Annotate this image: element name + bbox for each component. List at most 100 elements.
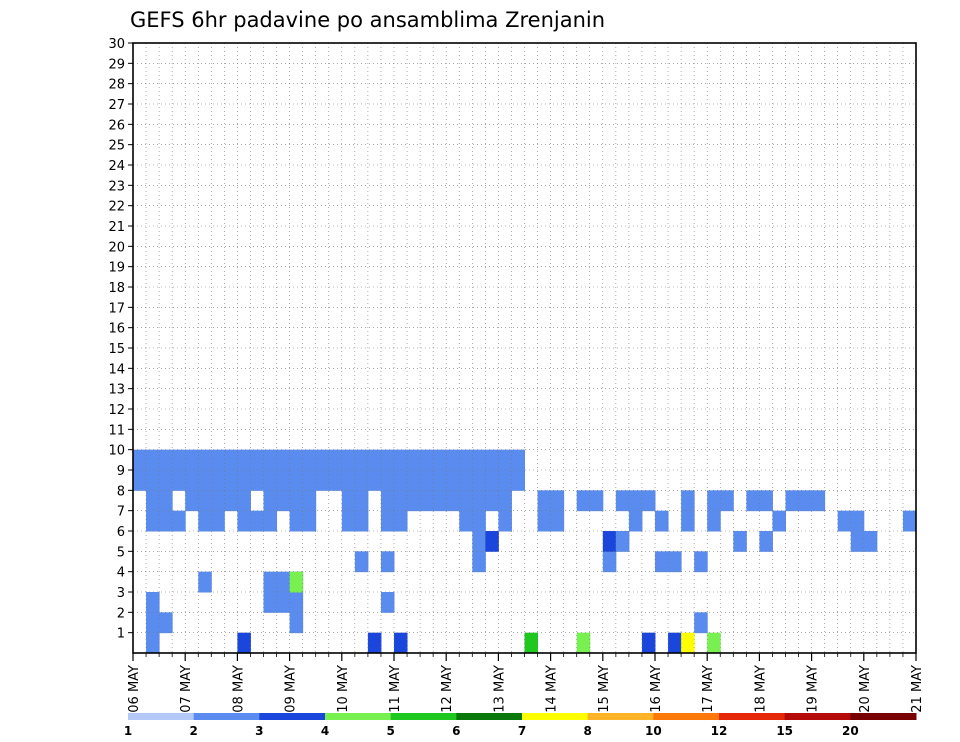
heatmap-cell <box>550 510 565 532</box>
heatmap-cell <box>341 470 356 491</box>
heatmap-cell <box>681 632 695 654</box>
heatmap-cell <box>720 490 734 512</box>
heatmap-cell <box>759 531 773 552</box>
y-tick-label: 20 <box>108 240 125 255</box>
heatmap-cell <box>589 490 604 512</box>
x-tick-label: 16 MAY <box>649 665 664 713</box>
heatmap-cell <box>472 510 486 532</box>
heatmap-cell <box>380 551 395 573</box>
heatmap-cell <box>159 510 173 532</box>
heatmap-cell <box>394 470 408 491</box>
grid-lines <box>133 43 916 653</box>
heatmap-cell <box>537 490 552 512</box>
heatmap-cell <box>198 490 212 512</box>
heatmap-cell <box>302 510 317 532</box>
legend-swatch <box>193 713 260 720</box>
legend-swatch <box>522 713 589 720</box>
heatmap-cell <box>263 571 278 593</box>
heatmap-cell <box>354 470 369 491</box>
heatmap-cell <box>237 470 251 491</box>
heatmap-cell <box>694 551 708 573</box>
heatmap-cell <box>328 449 343 471</box>
heatmap-cell <box>172 470 186 491</box>
legend-label: 4 <box>321 724 329 738</box>
legend-label: 1 <box>124 724 132 738</box>
heatmap-cell <box>237 510 251 532</box>
heatmap-cell <box>237 490 251 512</box>
heatmap-cell <box>198 470 212 491</box>
y-tick-label: 1 <box>117 627 125 642</box>
y-tick-label: 16 <box>108 322 125 337</box>
heatmap-cell <box>485 490 499 512</box>
x-tick-label: 11 MAY <box>388 665 403 713</box>
y-tick-label: 13 <box>108 383 125 398</box>
heatmap-cell <box>367 470 382 491</box>
heatmap-cell <box>146 490 160 512</box>
heatmap-cell <box>850 510 865 532</box>
heatmap-cell <box>198 449 212 471</box>
heatmap-cell <box>276 592 291 613</box>
x-tick-label: 06 MAY <box>127 665 142 713</box>
heatmap-cell <box>681 510 695 532</box>
heatmap-cell <box>394 490 408 512</box>
heatmap-cell <box>602 531 617 552</box>
heatmap-cell <box>511 449 525 471</box>
y-tick-label: 7 <box>117 505 125 520</box>
legend-swatch <box>587 713 654 720</box>
heatmap-cell <box>420 470 434 491</box>
heatmap-cell <box>354 490 369 512</box>
heatmap-cell <box>407 490 421 512</box>
heatmap-cell <box>302 470 317 491</box>
legend-label: 10 <box>645 724 662 738</box>
heatmap-cell <box>394 449 408 471</box>
heatmap-cell <box>759 490 773 512</box>
heatmap-cell <box>407 470 421 491</box>
heatmap-cell <box>185 449 199 471</box>
heatmap-cell <box>498 490 512 512</box>
legend-swatch <box>850 713 917 720</box>
y-axis: 1234567891011121314151617181920212223242… <box>108 37 133 642</box>
heatmap-cell <box>328 470 343 491</box>
legend-swatch <box>456 713 523 720</box>
y-tick-label: 12 <box>108 403 125 418</box>
heatmap-cell <box>446 470 460 491</box>
heatmap-cell <box>446 449 460 471</box>
y-tick-label: 18 <box>108 281 125 296</box>
heatmap-cell <box>433 470 447 491</box>
heatmap-cell <box>133 470 147 491</box>
legend-swatch <box>325 713 392 720</box>
legend-label: 5 <box>386 724 394 738</box>
heatmap-cell <box>772 510 786 532</box>
y-tick-label: 22 <box>108 200 125 215</box>
y-tick-label: 4 <box>117 566 125 581</box>
legend-label: 15 <box>776 724 793 738</box>
x-tick-label: 08 MAY <box>231 665 246 713</box>
y-tick-label: 27 <box>108 98 125 113</box>
legend-label: 12 <box>711 724 728 738</box>
heatmap-cell <box>811 490 826 512</box>
legend-label: 6 <box>452 724 460 738</box>
x-tick-label: 07 MAY <box>179 665 194 713</box>
heatmap-cell <box>537 510 552 532</box>
heatmap-cell <box>380 470 395 491</box>
heatmap-cell <box>263 592 278 613</box>
x-tick-label: 15 MAY <box>597 665 612 713</box>
heatmap-cell <box>367 632 382 654</box>
x-tick-label: 09 MAY <box>284 665 299 713</box>
x-tick-label: 12 MAY <box>440 665 455 713</box>
legend-swatch <box>128 713 195 720</box>
heatmap-cell <box>341 510 356 532</box>
heatmap-cell <box>707 632 721 654</box>
heatmap-cell <box>276 470 291 491</box>
heatmap-cell <box>341 490 356 512</box>
y-tick-label: 29 <box>108 57 125 72</box>
heatmap-cell <box>289 490 304 512</box>
heatmap-cell <box>380 449 395 471</box>
heatmap-cell <box>472 449 486 471</box>
y-tick-label: 9 <box>117 464 125 479</box>
heatmap-cell <box>615 490 630 512</box>
heatmap-cell <box>459 449 473 471</box>
y-tick-label: 26 <box>108 118 125 133</box>
x-tick-label: 13 MAY <box>492 665 507 713</box>
heatmap-cell <box>407 449 421 471</box>
